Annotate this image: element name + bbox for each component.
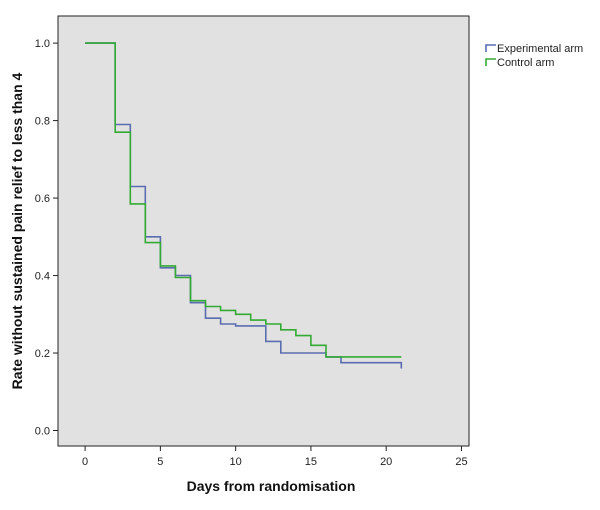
legend-marker xyxy=(485,44,496,52)
x-axis: 0 5 10 15 20 25 xyxy=(82,446,468,468)
series-lines xyxy=(85,42,403,369)
x-tick-label: 0 xyxy=(82,456,88,468)
y-tick-label: 1.0 xyxy=(35,38,50,50)
y-tick-label: 0.6 xyxy=(35,193,50,205)
y-tick-label: 0.2 xyxy=(35,348,50,360)
x-tick-label: 10 xyxy=(230,456,242,468)
x-tick-label: 20 xyxy=(380,456,392,468)
y-axis-label: Rate without sustained pain relief to le… xyxy=(9,72,25,389)
series-line-control xyxy=(85,42,402,358)
y-tick-label: 0.0 xyxy=(35,426,50,438)
legend-label: Control arm xyxy=(497,57,554,69)
x-tick-label: 25 xyxy=(455,456,467,468)
x-tick-label: 5 xyxy=(157,456,163,468)
y-tick-label: 0.4 xyxy=(35,271,50,283)
x-tick-label: 15 xyxy=(305,456,317,468)
x-axis-label: Days from randomisation xyxy=(187,478,356,494)
y-axis: 0.0 0.2 0.4 0.6 0.8 1.0 xyxy=(35,38,58,438)
plot-background xyxy=(57,15,470,447)
legend: Experimental arm Control arm xyxy=(485,43,583,69)
y-tick-label: 0.8 xyxy=(35,116,50,128)
legend-label: Experimental arm xyxy=(497,43,583,55)
legend-marker xyxy=(485,58,496,66)
